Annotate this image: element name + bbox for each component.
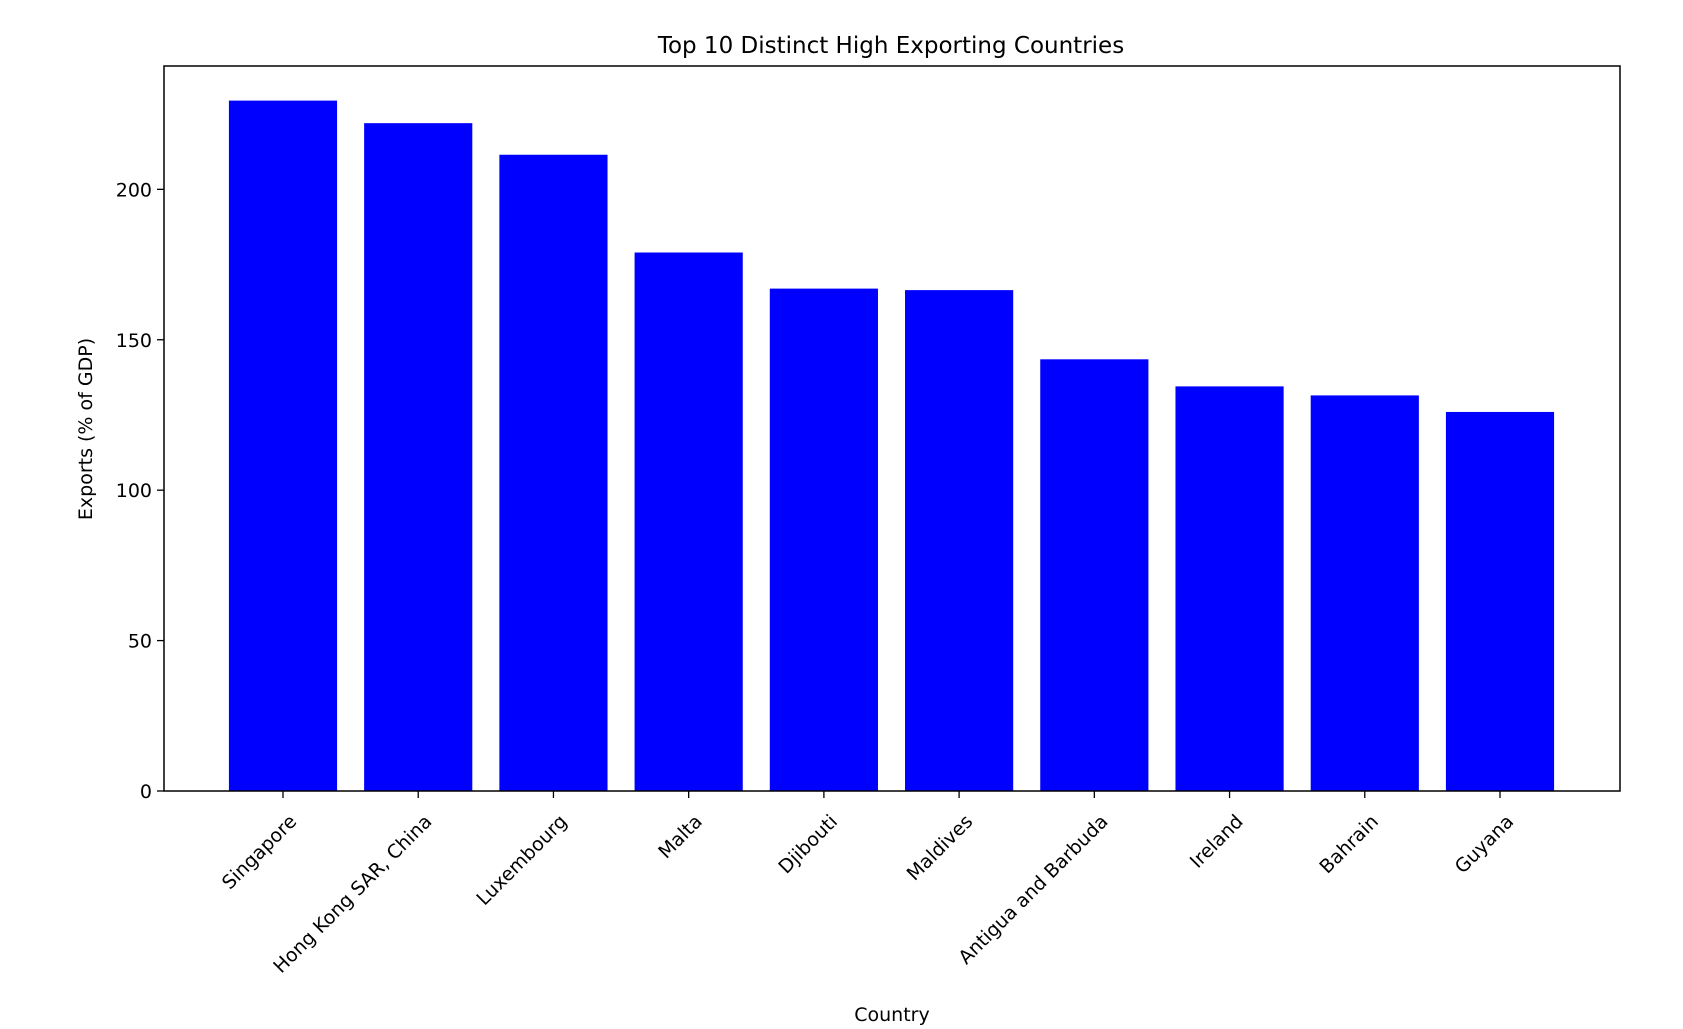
bar-guyana <box>1445 411 1555 791</box>
y-axis-label: Exports (% of GDP) <box>75 338 97 520</box>
y-tick-label: 0 <box>140 781 152 803</box>
bar-ireland <box>1175 386 1284 791</box>
bar-malta <box>634 252 743 791</box>
bar-bahrain <box>1310 395 1419 791</box>
y-tick-label: 150 <box>116 330 152 352</box>
bar-maldives <box>905 290 1014 791</box>
y-tick-label: 100 <box>116 480 152 502</box>
x-tick-label: Djibouti <box>774 811 842 879</box>
x-tick-label: Guyana <box>1451 811 1518 878</box>
chart-title: Top 10 Distinct High Exporting Countries <box>657 33 1124 59</box>
bar-antigua-and-barbuda <box>1040 359 1149 791</box>
bar-hong-kong-sar-china <box>364 123 473 791</box>
x-tick-label: Antigua and Barbuda <box>954 811 1112 969</box>
y-tick-label: 200 <box>116 179 152 201</box>
x-axis-label: Country <box>854 1004 929 1025</box>
x-tick-label: Singapore <box>218 811 301 894</box>
y-tick-label: 50 <box>128 631 152 653</box>
x-tick-label: Maldives <box>903 811 978 886</box>
x-tick-label: Malta <box>654 811 707 864</box>
bar-luxembourg <box>499 154 608 792</box>
y-axis: 0 50 100 150 200 <box>116 179 164 803</box>
plot-frame <box>163 65 1621 792</box>
bar-djibouti <box>769 288 878 791</box>
x-tick-label: Hong Kong SAR, China <box>269 811 436 978</box>
x-tick-label: Ireland <box>1186 811 1248 873</box>
x-tick-label: Bahrain <box>1315 811 1383 879</box>
x-tick-label: Luxembourg <box>472 811 571 910</box>
bars <box>228 100 1555 792</box>
bar-singapore <box>228 100 338 792</box>
